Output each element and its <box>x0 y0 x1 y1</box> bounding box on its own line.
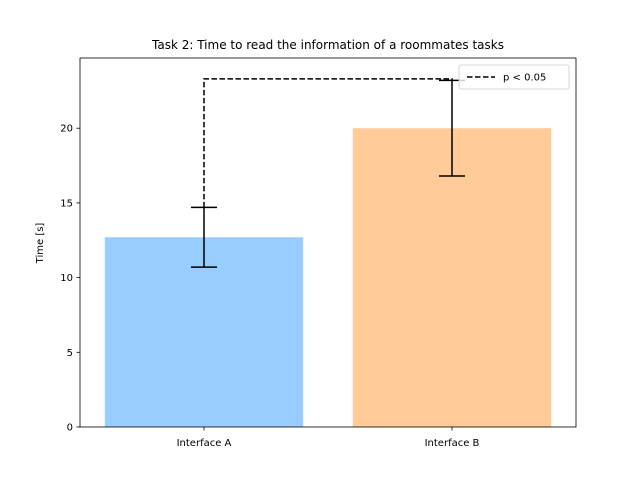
y-tick-label: 10 <box>60 273 73 284</box>
y-axis-label: Time [s] <box>35 223 46 265</box>
y-tick-label: 20 <box>60 124 73 135</box>
bar-2 <box>352 128 552 427</box>
x-tick-label: Interface B <box>425 438 480 449</box>
legend-box <box>458 64 570 90</box>
x-tick-label: Interface A <box>177 438 232 449</box>
y-tick-label: 15 <box>60 198 73 209</box>
chart-title: Task 2: Time to read the information of … <box>151 38 504 52</box>
legend-label: p < 0.05 <box>503 73 546 84</box>
y-tick-label: 5 <box>67 348 73 359</box>
significance-bracket <box>203 78 453 208</box>
y-tick-label: 0 <box>67 423 73 434</box>
axes-frame <box>79 57 577 428</box>
bar-1 <box>104 237 304 427</box>
plot-area: 0 5 10 15 20 Interface A Interface B p < 0.05 <box>60 57 577 449</box>
